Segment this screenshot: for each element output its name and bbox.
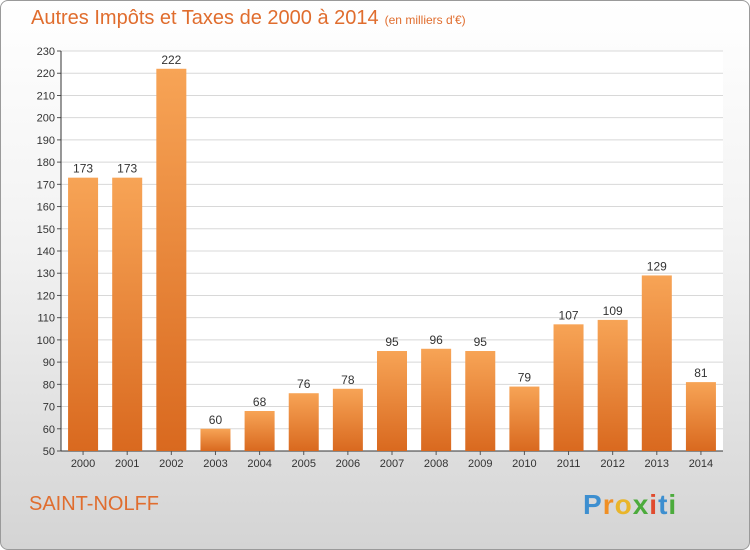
bar <box>332 388 363 451</box>
y-tick-label: 130 <box>37 268 55 280</box>
x-tick-label: 2010 <box>512 458 536 470</box>
x-tick-label: 2013 <box>645 458 669 470</box>
y-tick-label: 60 <box>43 424 55 436</box>
bar-value-label: 68 <box>253 395 267 409</box>
logo-letter: r <box>602 489 615 520</box>
logo-letter: o <box>614 489 633 520</box>
x-tick-label: 2012 <box>600 458 624 470</box>
bar-value-label: 79 <box>518 371 532 385</box>
chart-title-text: Autres Impôts et Taxes de 2000 à 2014 <box>31 7 379 29</box>
x-tick-label: 2004 <box>247 458 271 470</box>
logo-letter: P <box>583 489 603 520</box>
bar <box>112 177 143 451</box>
bar-value-label: 109 <box>603 304 623 318</box>
logo-letter: t <box>658 489 669 520</box>
y-tick-label: 140 <box>37 246 55 258</box>
logo-letter: x <box>632 489 650 520</box>
bar <box>509 386 540 451</box>
y-tick-label: 220 <box>37 68 55 80</box>
y-tick-label: 70 <box>43 402 55 414</box>
y-tick-label: 170 <box>37 179 55 191</box>
y-tick-label: 190 <box>37 135 55 147</box>
bar <box>641 275 672 451</box>
bar-value-label: 95 <box>474 335 488 349</box>
y-tick-label: 200 <box>37 113 55 125</box>
bar-value-label: 173 <box>117 162 137 176</box>
bar <box>597 319 628 451</box>
y-tick-label: 80 <box>43 379 55 391</box>
y-tick-label: 100 <box>37 335 55 347</box>
bar-value-label: 78 <box>341 373 355 387</box>
bar <box>244 411 275 451</box>
x-tick-label: 2006 <box>336 458 360 470</box>
bar-value-label: 222 <box>161 53 181 67</box>
bar-value-label: 107 <box>559 308 579 322</box>
bar <box>421 348 452 451</box>
x-tick-label: 2008 <box>424 458 448 470</box>
bar <box>376 351 408 451</box>
bar-value-label: 81 <box>694 366 708 380</box>
bar <box>156 68 187 452</box>
bar-value-label: 96 <box>429 333 443 347</box>
y-tick-label: 120 <box>37 290 55 302</box>
y-tick-label: 160 <box>37 202 55 214</box>
chart-title: Autres Impôts et Taxes de 2000 à 2014 (en… <box>31 7 466 30</box>
x-tick-label: 2005 <box>291 458 315 470</box>
bar-value-label: 95 <box>385 335 399 349</box>
x-tick-label: 2011 <box>557 458 581 470</box>
logo-letter: i <box>649 489 659 520</box>
bar <box>68 177 99 451</box>
bar <box>465 351 496 451</box>
y-tick-label: 180 <box>37 157 55 169</box>
y-tick-label: 50 <box>43 446 55 458</box>
x-tick-label: 2009 <box>468 458 492 470</box>
bar-value-label: 129 <box>647 259 667 273</box>
place-name: SAINT-NOLFF <box>29 493 160 515</box>
x-tick-label: 2007 <box>380 458 404 470</box>
x-tick-label: 2014 <box>689 458 713 470</box>
chart-subtitle: (en milliers d'€) <box>384 13 466 27</box>
x-tick-label: 2001 <box>115 458 139 470</box>
bar-value-label: 60 <box>209 413 223 427</box>
y-tick-label: 210 <box>37 90 55 102</box>
bar-value-label: 76 <box>297 377 311 391</box>
bar <box>685 382 716 451</box>
bar-value-label: 173 <box>73 162 93 176</box>
y-tick-label: 230 <box>37 46 55 58</box>
y-tick-label: 150 <box>37 224 55 236</box>
bar <box>288 393 319 451</box>
x-tick-label: 2000 <box>71 458 95 470</box>
x-tick-label: 2003 <box>203 458 227 470</box>
x-tick-label: 2002 <box>159 458 183 470</box>
bar <box>553 324 584 451</box>
logo-letter: i <box>668 489 678 520</box>
y-tick-label: 110 <box>37 313 55 325</box>
y-tick-label: 90 <box>43 357 55 369</box>
proxiti-logo: Proxiti <box>583 489 677 521</box>
bar <box>200 428 231 451</box>
